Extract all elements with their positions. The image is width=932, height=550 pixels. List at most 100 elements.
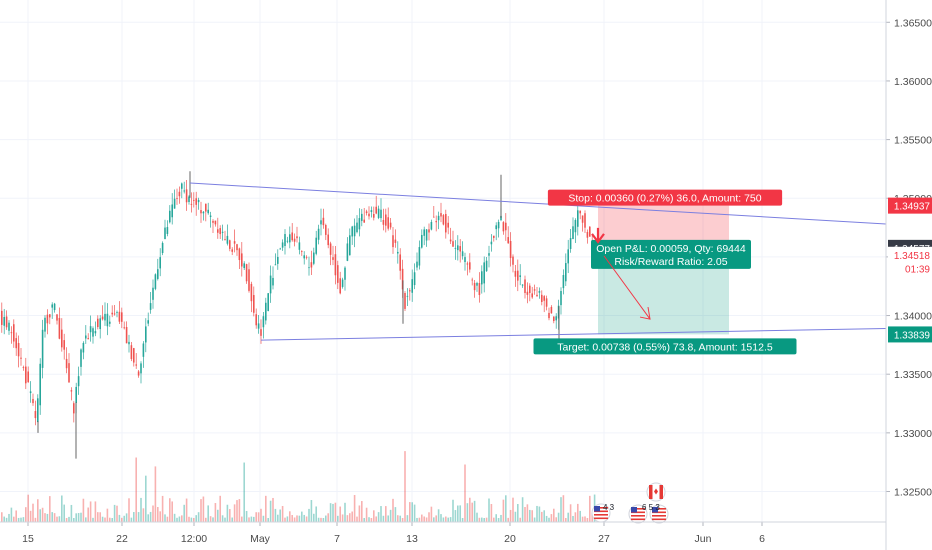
volume-bar <box>361 501 363 522</box>
volume-bar <box>56 516 58 522</box>
candle-body <box>236 244 238 251</box>
candle-body <box>212 220 214 223</box>
trendline-lower[interactable] <box>260 327 887 341</box>
us-flag-icon[interactable] <box>591 503 611 523</box>
forecast-arrow-head-icon <box>639 306 651 320</box>
volume-bar <box>358 505 361 522</box>
volume-bar <box>73 517 75 522</box>
volume-bar <box>553 508 555 522</box>
candle-body <box>397 251 399 254</box>
flag-stripe <box>652 511 666 514</box>
candlesticks <box>1 171 596 459</box>
y-tick-label: 1.33000 <box>894 428 932 440</box>
candle-body <box>404 292 406 309</box>
candle-body <box>298 242 301 250</box>
target-label-bg <box>533 338 797 355</box>
economic-events[interactable]: 4 3 6 5 3 <box>591 482 669 524</box>
volume-bar <box>495 514 497 522</box>
volume-bar <box>413 504 416 522</box>
stop-label-bg <box>547 189 783 206</box>
candle-body <box>305 256 308 258</box>
candle-body <box>572 226 574 239</box>
volume-bar <box>137 512 140 522</box>
volume-bar <box>133 512 135 522</box>
volume-bar <box>536 505 538 522</box>
volume-bar <box>147 514 149 522</box>
volume-bar <box>382 515 385 522</box>
candle-body <box>13 324 15 342</box>
candle-body <box>169 210 171 223</box>
candle-body <box>161 242 164 254</box>
volume-bar <box>502 499 505 522</box>
volume-bar <box>425 517 428 522</box>
volume-bar <box>505 495 507 522</box>
candle-body <box>39 363 41 406</box>
volume-bar <box>308 508 310 522</box>
candle-body <box>226 235 229 244</box>
candle-body <box>428 229 430 233</box>
volume-bar <box>262 515 265 522</box>
volume-bar <box>327 513 329 522</box>
canada-flag-icon[interactable] <box>646 482 666 502</box>
candle-body <box>243 263 245 269</box>
candle-body <box>233 241 236 244</box>
volume-bar <box>389 509 392 522</box>
candle-body <box>195 198 197 205</box>
volume-bar <box>267 517 269 522</box>
volume-bar <box>397 515 399 522</box>
candle-body <box>435 221 437 223</box>
volume-bar <box>466 503 469 522</box>
candle-body <box>257 323 260 329</box>
volume-bar <box>152 505 154 522</box>
volume-bar <box>346 515 349 522</box>
candle-body <box>17 343 20 357</box>
volume-bar <box>589 495 591 522</box>
volume-bar <box>109 517 111 522</box>
volume-bar <box>274 508 277 522</box>
volume-bar <box>149 511 152 522</box>
us-flag-icon[interactable] <box>649 504 669 524</box>
volume-bar <box>375 516 377 522</box>
candle-body <box>65 358 68 369</box>
volume-bar <box>219 495 221 522</box>
candle-body <box>334 254 337 276</box>
trendlines[interactable] <box>189 182 887 341</box>
volume-bar <box>277 514 279 522</box>
candle-body <box>322 217 325 226</box>
x-tick-label: 6 <box>759 533 765 545</box>
volume-bar <box>245 510 248 522</box>
candle-body <box>368 213 370 217</box>
candle-body <box>358 218 361 230</box>
stop-label-text: Stop: 0.00360 (0.27%) 36.0, Amount: 750 <box>568 193 761 205</box>
short-position-tool[interactable] <box>598 205 729 335</box>
candle-body <box>217 229 219 233</box>
candle-body <box>5 316 8 328</box>
trendline-upper[interactable] <box>189 182 887 225</box>
volume-bar <box>39 509 41 522</box>
flag-stripe <box>594 514 608 516</box>
candle-body <box>406 295 409 297</box>
volume-bar <box>97 512 99 522</box>
volume-bar <box>490 504 493 522</box>
volume-bar <box>145 475 147 522</box>
candle-body <box>238 248 241 261</box>
volume-bar <box>224 517 226 522</box>
volume-bar <box>241 516 243 522</box>
candle-body <box>255 314 257 326</box>
candle-body <box>219 228 221 235</box>
candle-body <box>10 332 13 334</box>
candle-body <box>53 303 56 311</box>
price-tag-text: 1.34518 <box>894 251 931 262</box>
candle-body <box>111 312 113 315</box>
candle-body <box>154 274 157 289</box>
volume-bar <box>82 498 85 522</box>
volume-bar <box>409 502 411 522</box>
volume-bar <box>433 517 435 522</box>
volume-bar <box>509 509 512 522</box>
volume-bar <box>89 501 92 522</box>
us-flag-icon[interactable] <box>628 504 648 524</box>
volume-bar <box>488 498 490 522</box>
volume-bar <box>380 506 382 522</box>
volume-bar <box>193 517 195 522</box>
